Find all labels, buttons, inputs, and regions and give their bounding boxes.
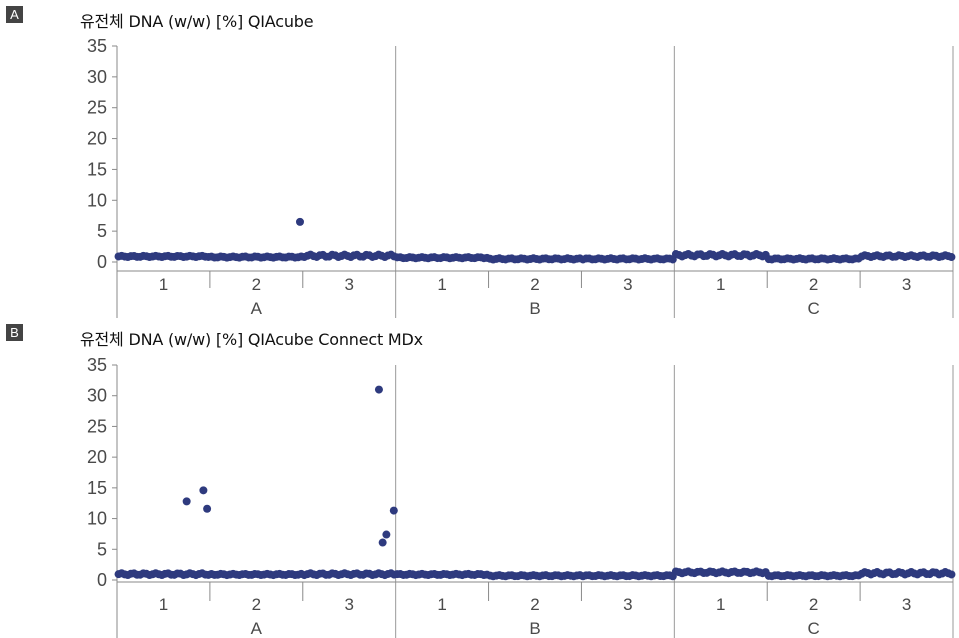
- subgroup-label: 1: [437, 595, 446, 614]
- subgroup-label: 1: [159, 595, 168, 614]
- group-label: B: [529, 299, 540, 318]
- outlier-point: [199, 486, 208, 495]
- outlier-point: [374, 385, 383, 394]
- group-label: C: [808, 299, 820, 318]
- subgroup-label: 1: [159, 275, 168, 294]
- y-tick-label: 0: [97, 252, 107, 272]
- chart-plot-a: 0 5 10 15 20 25 30 35 1 2 3 A 1 2 3 B 1 2 3 C: [87, 36, 956, 318]
- subgroup-label: 2: [252, 275, 261, 294]
- outlier-point: [295, 217, 304, 226]
- chart-panel-a: A 유전체 DNA (w/w) [%] QIAcube 0 5 10 15 20 25 30…: [0, 0, 959, 318]
- y-tick-label: 30: [87, 386, 107, 406]
- subgroup-label: 2: [809, 595, 818, 614]
- subgroup-label: 3: [623, 595, 632, 614]
- subgroup-label: 3: [623, 275, 632, 294]
- subgroup-label: 2: [252, 595, 261, 614]
- y-tick-label: 0: [97, 570, 107, 590]
- subgroup-label: 2: [530, 275, 539, 294]
- outlier-point: [182, 497, 191, 506]
- chart-title-b: 유전체 DNA (w/w) [%] QIAcube Connect MDx: [80, 330, 423, 349]
- data-point: [947, 570, 956, 579]
- subgroup-label: 3: [902, 595, 911, 614]
- outlier-point: [382, 530, 391, 539]
- outlier-point: [203, 504, 212, 513]
- chart-panel-b: B 유전체 DNA (w/w) [%] QIAcube Connect MDx …: [0, 318, 959, 638]
- y-tick-label: 20: [87, 129, 107, 149]
- chart-plot-b: 0 5 10 15 20 25 30 35 1 2 3 A 1 2 3 B 1 2 3 C: [87, 355, 956, 638]
- subgroup-label: 1: [437, 275, 446, 294]
- y-tick-label: 35: [87, 36, 107, 56]
- outlier-point: [378, 538, 387, 547]
- subgroup-label: 1: [716, 275, 725, 294]
- panel-label-a: A: [6, 6, 23, 23]
- subgroup-label: 3: [344, 595, 353, 614]
- group-label: C: [808, 619, 820, 638]
- group-label: A: [251, 299, 263, 318]
- y-tick-label: 5: [97, 539, 107, 559]
- chart-title-a: 유전체 DNA (w/w) [%] QIAcube: [80, 12, 314, 31]
- y-tick-label: 30: [87, 67, 107, 87]
- y-tick-label: 35: [87, 355, 107, 375]
- subgroup-label: 2: [530, 595, 539, 614]
- y-tick-label: 25: [87, 416, 107, 436]
- group-label: B: [529, 619, 540, 638]
- y-tick-label: 20: [87, 447, 107, 467]
- y-tick-label: 15: [87, 478, 107, 498]
- y-tick-label: 25: [87, 98, 107, 118]
- subgroup-label: 1: [716, 595, 725, 614]
- panel-label-b: B: [6, 324, 23, 341]
- subgroup-label: 3: [344, 275, 353, 294]
- data-point: [947, 253, 956, 262]
- subgroup-label: 3: [902, 275, 911, 294]
- y-tick-label: 10: [87, 509, 107, 529]
- group-label: A: [251, 619, 263, 638]
- y-tick-label: 5: [97, 221, 107, 241]
- subgroup-label: 2: [809, 275, 818, 294]
- y-tick-label: 10: [87, 190, 107, 210]
- y-tick-label: 15: [87, 159, 107, 179]
- outlier-point: [389, 506, 398, 515]
